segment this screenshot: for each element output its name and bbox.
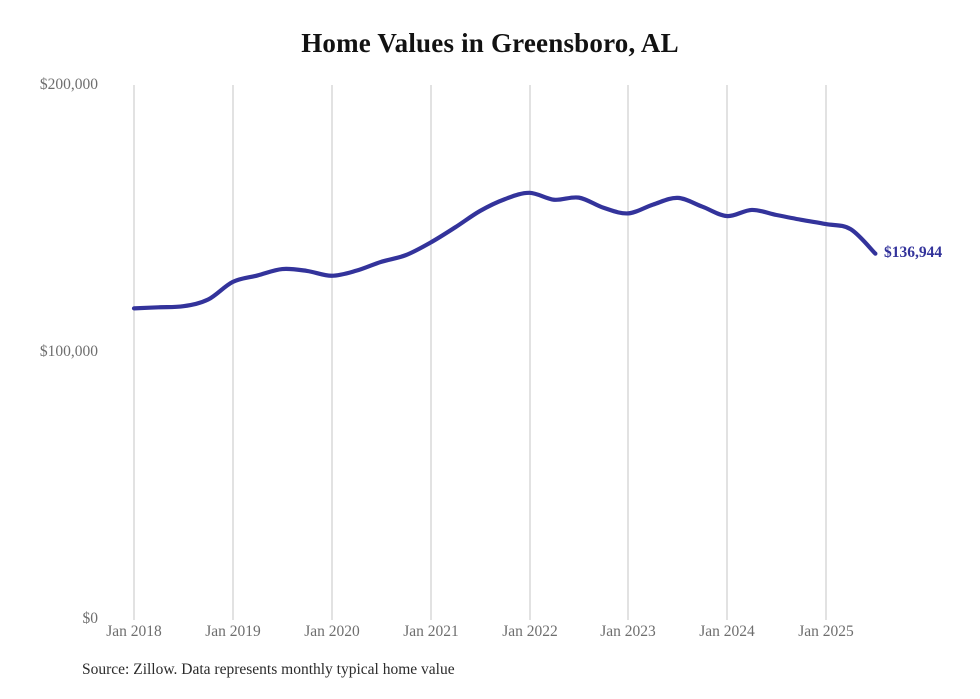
x-axis-tick-jan-2020: Jan 2020 <box>304 623 360 640</box>
x-axis-tick-jan-2019: Jan 2019 <box>205 623 261 640</box>
y-axis-tick-200000: $200,000 <box>39 76 98 93</box>
y-axis-tick-0: $0 <box>82 610 99 627</box>
x-axis-tick-jan-2018: Jan 2018 <box>106 623 162 640</box>
y-axis-tick-100000: $100,000 <box>39 343 98 360</box>
chart-title: Home Values in Greensboro, AL <box>301 28 679 58</box>
x-axis-tick-jan-2024: Jan 2024 <box>699 623 755 640</box>
gridlines-group <box>133 85 827 620</box>
source-note: Source: Zillow. Data represents monthly … <box>82 661 455 678</box>
series-end-value-label: $136,944 <box>884 243 943 261</box>
x-axis-tick-jan-2021: Jan 2021 <box>403 623 459 640</box>
x-axis-tick-jan-2023: Jan 2023 <box>600 623 656 640</box>
x-axis-tick-jan-2025: Jan 2025 <box>798 623 854 640</box>
series-line-typical-home-value <box>131 190 878 311</box>
x-axis-tick-jan-2022: Jan 2022 <box>502 623 558 640</box>
